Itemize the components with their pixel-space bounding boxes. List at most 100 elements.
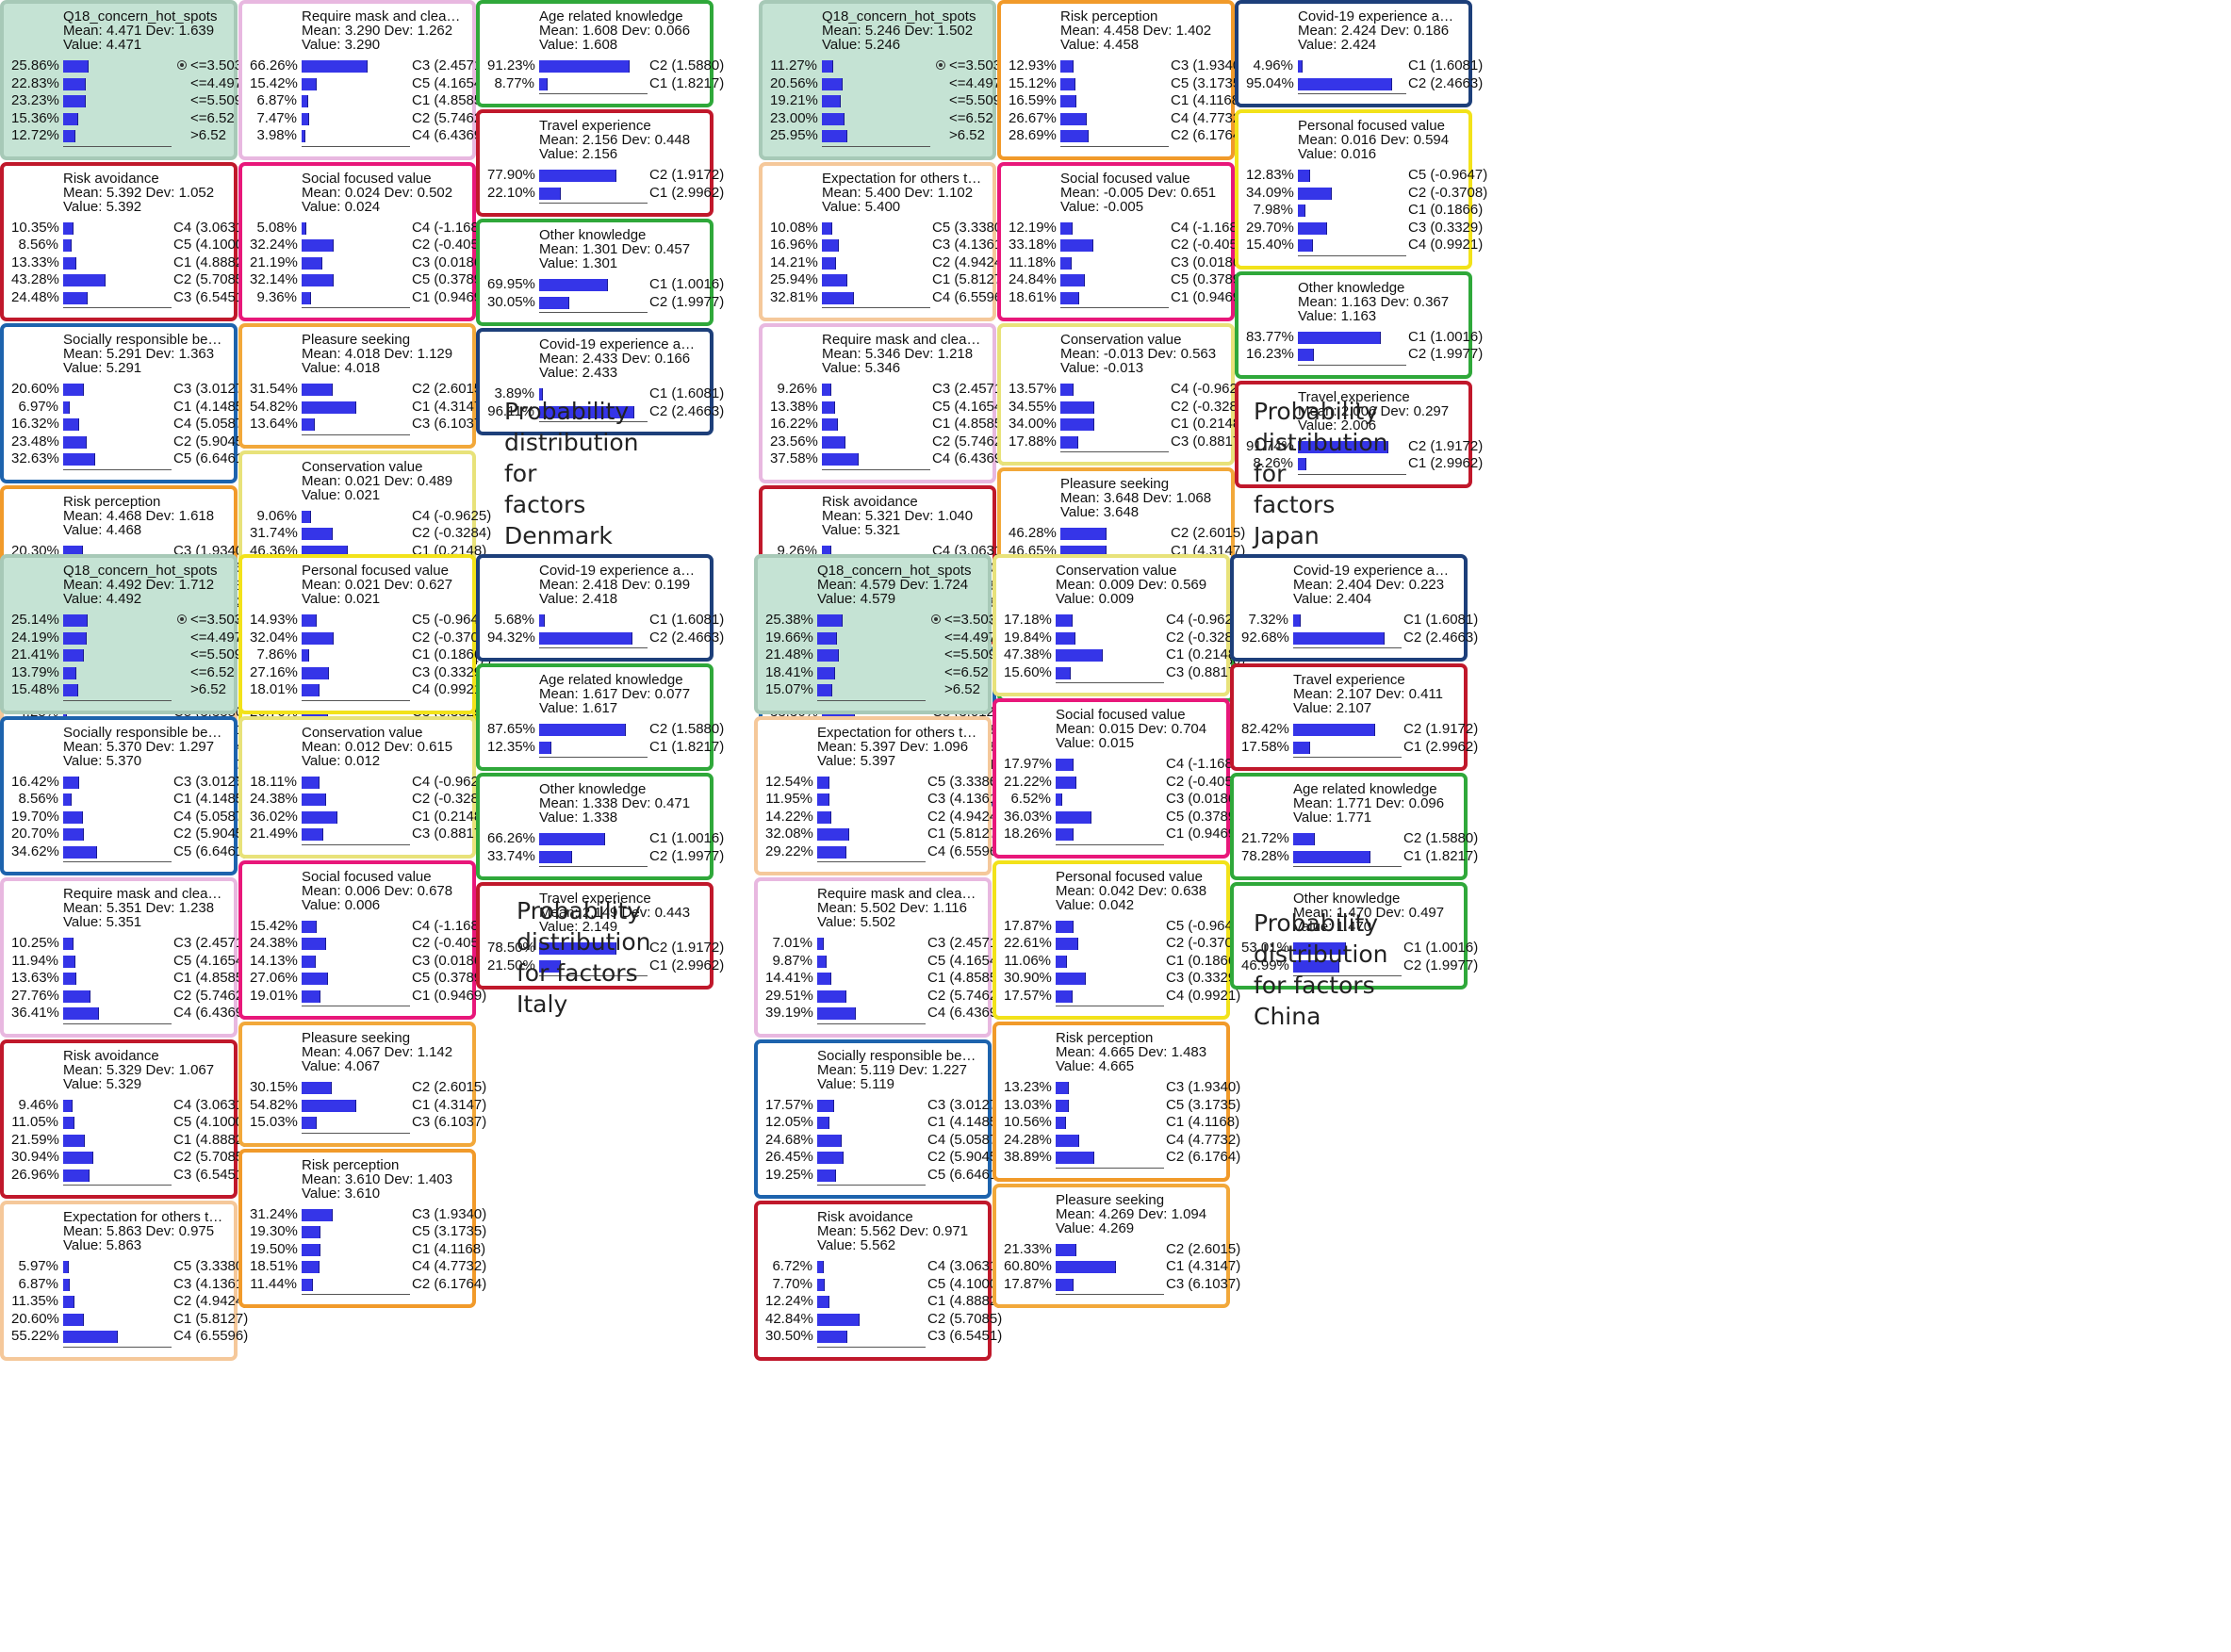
target-node[interactable]: Q18_concern_hot_spots Mean: 4.579 Dev: 1.… [754, 554, 996, 714]
factor-node[interactable]: Social focused value Mean: 0.015 Dev: 0.7… [992, 698, 1245, 859]
state-row: 16.22% C1 (4.8585) [770, 416, 1007, 433]
bar-baseline [302, 1132, 410, 1134]
probability-bar [63, 60, 90, 73]
factor-node[interactable]: Require mask and cleannessMean: 3.290 De… [238, 0, 486, 160]
factor-node[interactable]: Personal focused value Mean: 0.042 Dev: 0… [992, 859, 1245, 1020]
factor-node[interactable]: Age related knowledge Mean: 1.617 Dev: 0.… [476, 663, 724, 771]
probability-bar-track [63, 1331, 162, 1343]
factor-node[interactable]: Conservation value Mean: 0.009 Dev: 0.569… [992, 554, 1245, 696]
factor-node[interactable]: Social focused value Mean: 0.024 Dev: 0.5… [238, 161, 491, 321]
probability-bar [302, 938, 326, 950]
factor-node[interactable]: Other knowledge Mean: 1.163 Dev: 0.367 Val… [1235, 270, 1483, 379]
state-probability: 12.93% [1009, 57, 1057, 74]
factor-node[interactable]: Risk perception Mean: 4.458 Dev: 1.402 Val… [997, 0, 1245, 160]
probability-bar-track [822, 221, 921, 235]
state-row: 17.87% C3 (6.1037) [1004, 1276, 1240, 1294]
target-node[interactable]: Q18_concern_hot_spots Mean: 4.492 Dev: 1.… [0, 554, 242, 714]
probability-bar-track [63, 631, 162, 645]
node-value: Value: 1.608 [539, 38, 618, 52]
factor-node[interactable]: Expectation for others to behave prop...… [754, 715, 1002, 875]
probability-bar-track [1056, 990, 1155, 1003]
probability-bar [1060, 418, 1094, 431]
factor-node[interactable]: Personal focused value Mean: 0.021 Dev: 0… [238, 554, 491, 714]
probability-bar [1293, 959, 1340, 973]
state-label: C5 (4.1654) [927, 952, 1003, 969]
state-probability: 38.89% [1004, 1149, 1052, 1165]
factor-node[interactable]: Social focused value Mean: -0.005 Dev: 0.… [997, 161, 1250, 321]
factor-node[interactable]: Personal focused value Mean: 0.016 Dev: 0… [1235, 109, 1487, 270]
factor-node[interactable]: Conservation value Mean: -0.013 Dev: 0.56… [997, 323, 1250, 466]
factor-node[interactable]: Pleasure seeking Mean: 4.269 Dev: 1.094 Va… [992, 1183, 1240, 1308]
probability-bar [302, 1208, 333, 1221]
bar-baseline [539, 866, 648, 867]
state-probability: 12.83% [1246, 167, 1294, 183]
factor-node[interactable]: Pleasure seeking Mean: 4.018 Dev: 1.129 Va… [238, 323, 486, 449]
state-probability: 19.50% [250, 1240, 298, 1257]
factor-node[interactable]: Conservation value Mean: 0.012 Dev: 0.615… [238, 715, 491, 859]
state-label: C5 (6.6461) [927, 1166, 1003, 1183]
node-stats: Mean: 4.458 Dev: 1.402 [1060, 24, 1212, 38]
state-label: C4 (0.9921) [1166, 987, 1241, 1004]
factor-node[interactable]: Travel experience Mean: 2.156 Dev: 0.448 V… [476, 109, 724, 217]
probability-bar [1293, 942, 1346, 955]
factor-node[interactable]: Other knowledge Mean: 1.470 Dev: 0.497 Val… [1230, 882, 1478, 990]
bar-baseline [63, 468, 172, 470]
factor-node[interactable]: Require mask and cleannessMean: 5.351 De… [0, 877, 248, 1038]
probability-bar-track [822, 77, 921, 90]
state-row: 32.08% C1 (5.8127) [765, 826, 1002, 843]
state-list: 20.60% C3 (3.0127) 6.97% C1 (4.1485) 16.32% C… [11, 381, 248, 470]
probability-bar [302, 1278, 313, 1291]
factor-node[interactable]: Expectation for others to behave prop...… [759, 161, 1007, 321]
factor-node[interactable]: Risk avoidance Mean: 5.562 Dev: 0.971 Valu… [754, 1201, 1002, 1361]
state-list: 3.89% C1 (1.6081) 96.11% C2 (2.4663) [487, 385, 724, 422]
target-node[interactable]: Q18_concern_hot_spots Mean: 5.246 Dev: 1.… [759, 0, 1001, 160]
node-value: Value: 0.009 [1056, 592, 1135, 606]
factor-node[interactable]: Socially responsible behaviorsMean: 5.29… [0, 323, 248, 483]
state-row: 11.44% C2 (6.1764) [250, 1276, 486, 1294]
factor-node[interactable]: Travel experience Mean: 2.107 Dev: 0.411 V… [1230, 663, 1478, 771]
probability-bar-track [822, 453, 921, 466]
factor-node[interactable]: Travel experience Mean: 2.006 Dev: 0.297 V… [1235, 380, 1483, 488]
node-title: Expectation for others to behave prop... [817, 725, 980, 740]
factor-node[interactable]: Expectation for others to behave prop...… [0, 1201, 248, 1361]
factor-node[interactable]: Risk perception Mean: 3.610 Dev: 1.403 Val… [238, 1148, 486, 1308]
factor-node[interactable]: Risk perception Mean: 4.665 Dev: 1.483 Val… [992, 1022, 1240, 1182]
state-row: 83.77% C1 (1.0016) [1246, 329, 1483, 347]
factor-node[interactable]: Require mask and cleannessMean: 5.346 De… [759, 323, 1007, 483]
factor-node[interactable]: Age related knowledge Mean: 1.771 Dev: 0.… [1230, 773, 1478, 880]
state-row: 24.68% C4 (5.0587) [765, 1132, 1002, 1150]
factor-node[interactable]: Socially responsible behaviorsMean: 5.11… [754, 1039, 1002, 1199]
state-list: 12.19% C4 (-1.1687) 33.18% C2 (-0.4058) 11.1… [1009, 220, 1250, 308]
factor-node[interactable]: Other knowledge Mean: 1.338 Dev: 0.471 Val… [476, 773, 724, 880]
probability-bar-track [1298, 221, 1397, 235]
state-label: >6.52 [190, 127, 226, 143]
factor-node[interactable]: Require mask and cleannessMean: 5.502 De… [754, 877, 1002, 1038]
node-title: Covid-19 experience and knowledge [1298, 9, 1461, 24]
probability-bar-track [1298, 331, 1397, 344]
probability-bar [63, 776, 80, 789]
factor-node[interactable]: Age related knowledge Mean: 1.608 Dev: 0.… [476, 0, 724, 107]
state-label: C2 (5.7462) [927, 987, 1003, 1004]
probability-bar [1060, 112, 1087, 125]
state-row: 7.86% C1 (0.1866) [250, 646, 486, 664]
state-label: C1 (0.9469) [412, 987, 487, 1004]
node-stats: Mean: 5.351 Dev: 1.238 [63, 901, 215, 915]
state-row: 9.46% C4 (3.0631) [11, 1097, 248, 1115]
factor-node[interactable]: Socially responsible behaviorsMean: 5.37… [0, 715, 248, 875]
state-row: 17.87% C5 (-0.9647) [1004, 918, 1245, 936]
probability-bar [539, 296, 569, 309]
factor-node[interactable]: Travel experience Mean: 2.149 Dev: 0.443 V… [476, 882, 724, 990]
state-probability: 7.70% [772, 1275, 812, 1292]
factor-node[interactable]: Pleasure seeking Mean: 4.067 Dev: 1.142 Va… [238, 1022, 486, 1147]
state-label: <=3.503 [190, 57, 243, 74]
probability-bar [817, 684, 832, 696]
target-node[interactable]: Q18_concern_hot_spots Mean: 4.471 Dev: 1.… [0, 0, 242, 160]
factor-node[interactable]: Social focused value Mean: 0.006 Dev: 0.6… [238, 859, 491, 1020]
factor-node[interactable]: Risk avoidance Mean: 5.392 Dev: 1.052 Valu… [0, 161, 248, 321]
factor-node[interactable]: Risk avoidance Mean: 5.329 Dev: 1.067 Valu… [0, 1039, 248, 1199]
factor-node[interactable]: Other knowledge Mean: 1.301 Dev: 0.457 Val… [476, 219, 724, 326]
